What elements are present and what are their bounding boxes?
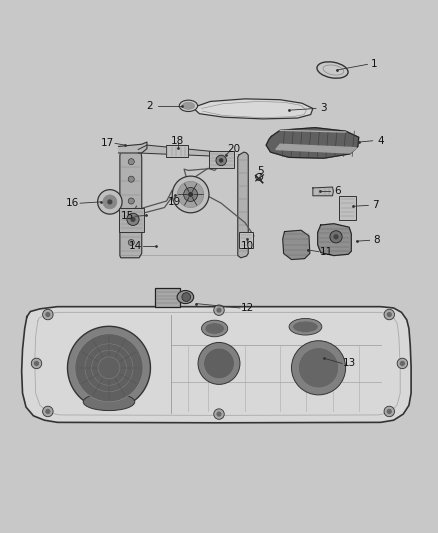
Circle shape: [384, 406, 395, 417]
Polygon shape: [266, 128, 359, 158]
Circle shape: [45, 312, 50, 317]
FancyBboxPatch shape: [209, 151, 234, 168]
FancyBboxPatch shape: [339, 196, 356, 220]
Polygon shape: [119, 142, 147, 153]
Circle shape: [128, 198, 134, 204]
Text: 20: 20: [228, 143, 241, 154]
Text: 2: 2: [146, 101, 152, 111]
Text: 13: 13: [343, 358, 356, 368]
Circle shape: [219, 158, 223, 163]
Circle shape: [216, 411, 222, 417]
Text: 17: 17: [101, 139, 114, 148]
Text: 12: 12: [241, 303, 254, 313]
Text: 15: 15: [121, 211, 134, 221]
Circle shape: [216, 308, 222, 313]
Circle shape: [127, 213, 139, 225]
Ellipse shape: [201, 320, 228, 337]
Polygon shape: [21, 306, 411, 423]
Circle shape: [298, 348, 339, 388]
Text: 4: 4: [377, 136, 384, 146]
Circle shape: [188, 192, 193, 197]
Polygon shape: [193, 99, 313, 119]
Circle shape: [182, 293, 191, 302]
Circle shape: [333, 234, 339, 239]
Text: 10: 10: [241, 240, 254, 251]
Polygon shape: [120, 147, 142, 258]
FancyBboxPatch shape: [166, 145, 187, 157]
Ellipse shape: [289, 318, 322, 335]
Ellipse shape: [182, 102, 194, 109]
Circle shape: [330, 231, 342, 243]
Ellipse shape: [293, 321, 318, 333]
Polygon shape: [276, 144, 357, 153]
Circle shape: [397, 358, 408, 369]
Circle shape: [214, 409, 224, 419]
Ellipse shape: [83, 393, 135, 410]
Circle shape: [387, 409, 392, 414]
FancyBboxPatch shape: [155, 288, 180, 306]
Text: 8: 8: [374, 235, 380, 245]
Circle shape: [128, 176, 134, 182]
Circle shape: [45, 409, 50, 414]
Ellipse shape: [177, 290, 194, 304]
Text: 5: 5: [257, 166, 264, 176]
Circle shape: [384, 309, 395, 320]
Circle shape: [177, 181, 204, 207]
Circle shape: [31, 358, 42, 369]
Circle shape: [400, 361, 405, 366]
Circle shape: [103, 195, 117, 209]
Circle shape: [131, 217, 136, 222]
Circle shape: [107, 199, 113, 205]
Circle shape: [216, 155, 226, 166]
Circle shape: [172, 176, 209, 213]
Circle shape: [204, 348, 234, 379]
Text: 19: 19: [168, 197, 181, 207]
Text: 11: 11: [319, 247, 332, 257]
Circle shape: [42, 309, 53, 320]
Circle shape: [128, 159, 134, 165]
Circle shape: [128, 239, 134, 246]
Polygon shape: [318, 224, 351, 256]
Ellipse shape: [205, 323, 224, 334]
Text: 7: 7: [372, 200, 378, 211]
FancyBboxPatch shape: [119, 207, 145, 231]
Text: 18: 18: [171, 136, 184, 146]
Polygon shape: [138, 145, 228, 157]
Circle shape: [184, 188, 198, 201]
Circle shape: [291, 341, 346, 395]
Circle shape: [75, 334, 143, 402]
Text: 1: 1: [371, 59, 377, 69]
Circle shape: [128, 220, 134, 226]
FancyBboxPatch shape: [239, 231, 253, 248]
Circle shape: [198, 343, 240, 384]
Polygon shape: [238, 152, 248, 258]
Text: 16: 16: [66, 198, 79, 208]
Circle shape: [387, 312, 392, 317]
Circle shape: [42, 406, 53, 417]
Polygon shape: [283, 230, 310, 260]
Text: 14: 14: [128, 240, 142, 251]
Circle shape: [67, 326, 150, 409]
Circle shape: [214, 305, 224, 316]
Text: 6: 6: [335, 187, 341, 196]
Circle shape: [98, 190, 122, 214]
Ellipse shape: [179, 100, 198, 111]
Circle shape: [34, 361, 39, 366]
Polygon shape: [313, 187, 333, 196]
Text: 3: 3: [321, 103, 327, 114]
